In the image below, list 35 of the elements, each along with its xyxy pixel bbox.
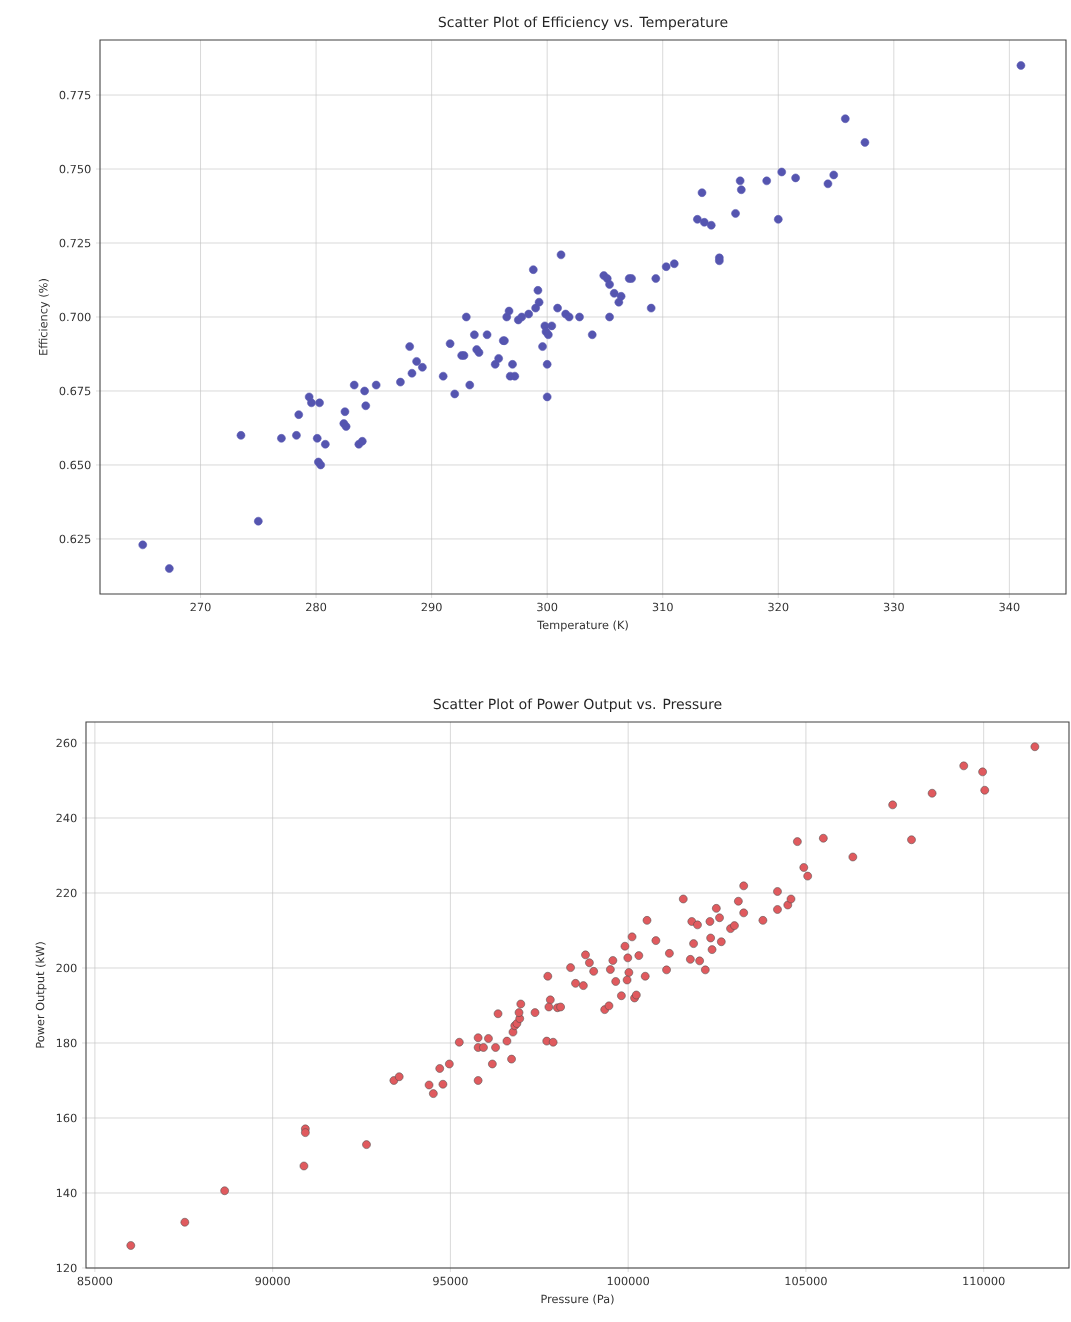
- x-tick-label: 320: [768, 602, 789, 612]
- x-tick-label: 340: [999, 602, 1020, 612]
- x-tick-label: 95000: [433, 1276, 468, 1286]
- x-tick-label: 110000: [963, 1276, 1005, 1286]
- y-tick-label: 0.625: [59, 534, 91, 544]
- y-tick-label: 260: [56, 738, 77, 748]
- x-tick-label: 300: [537, 602, 558, 612]
- y-tick-label: 220: [56, 888, 77, 898]
- y-tick-label: 0.775: [59, 90, 91, 100]
- x-axis-title: Temperature (K): [537, 620, 628, 632]
- y-tick-label: 200: [56, 963, 77, 973]
- x-tick-label: 330: [883, 602, 904, 612]
- x-tick-label: 100000: [607, 1276, 650, 1286]
- x-tick-label: 105000: [785, 1276, 827, 1286]
- y-tick-label: 120: [56, 1263, 77, 1273]
- x-tick-label: 290: [421, 602, 442, 612]
- y-tick-label: 140: [56, 1188, 77, 1198]
- x-tick-label: 310: [652, 602, 673, 612]
- y-axis-title: Power Output (kW): [35, 942, 47, 1048]
- y-tick-label: 180: [56, 1038, 77, 1048]
- x-tick-label: 90000: [255, 1276, 290, 1286]
- y-tick-label: 0.725: [59, 238, 91, 248]
- y-tick-label: 0.700: [59, 312, 91, 322]
- x-tick-label: 85000: [77, 1276, 113, 1286]
- x-axis-title: Pressure (Pa): [541, 1294, 614, 1305]
- y-tick-label: 0.650: [59, 460, 91, 470]
- y-tick-label: 240: [56, 813, 77, 823]
- x-tick-label: 280: [306, 602, 327, 612]
- y-tick-label: 0.750: [59, 164, 91, 174]
- y-tick-label: 0.675: [59, 386, 91, 396]
- y-tick-label: 160: [56, 1113, 77, 1123]
- y-axis-title: Efficiency (%): [38, 279, 50, 355]
- x-tick-label: 270: [190, 602, 211, 612]
- chart-title: Scatter Plot of Efficiency vs. Temperature: [438, 16, 728, 30]
- chart-title: Scatter Plot of Power Output vs. Pressure: [433, 698, 722, 712]
